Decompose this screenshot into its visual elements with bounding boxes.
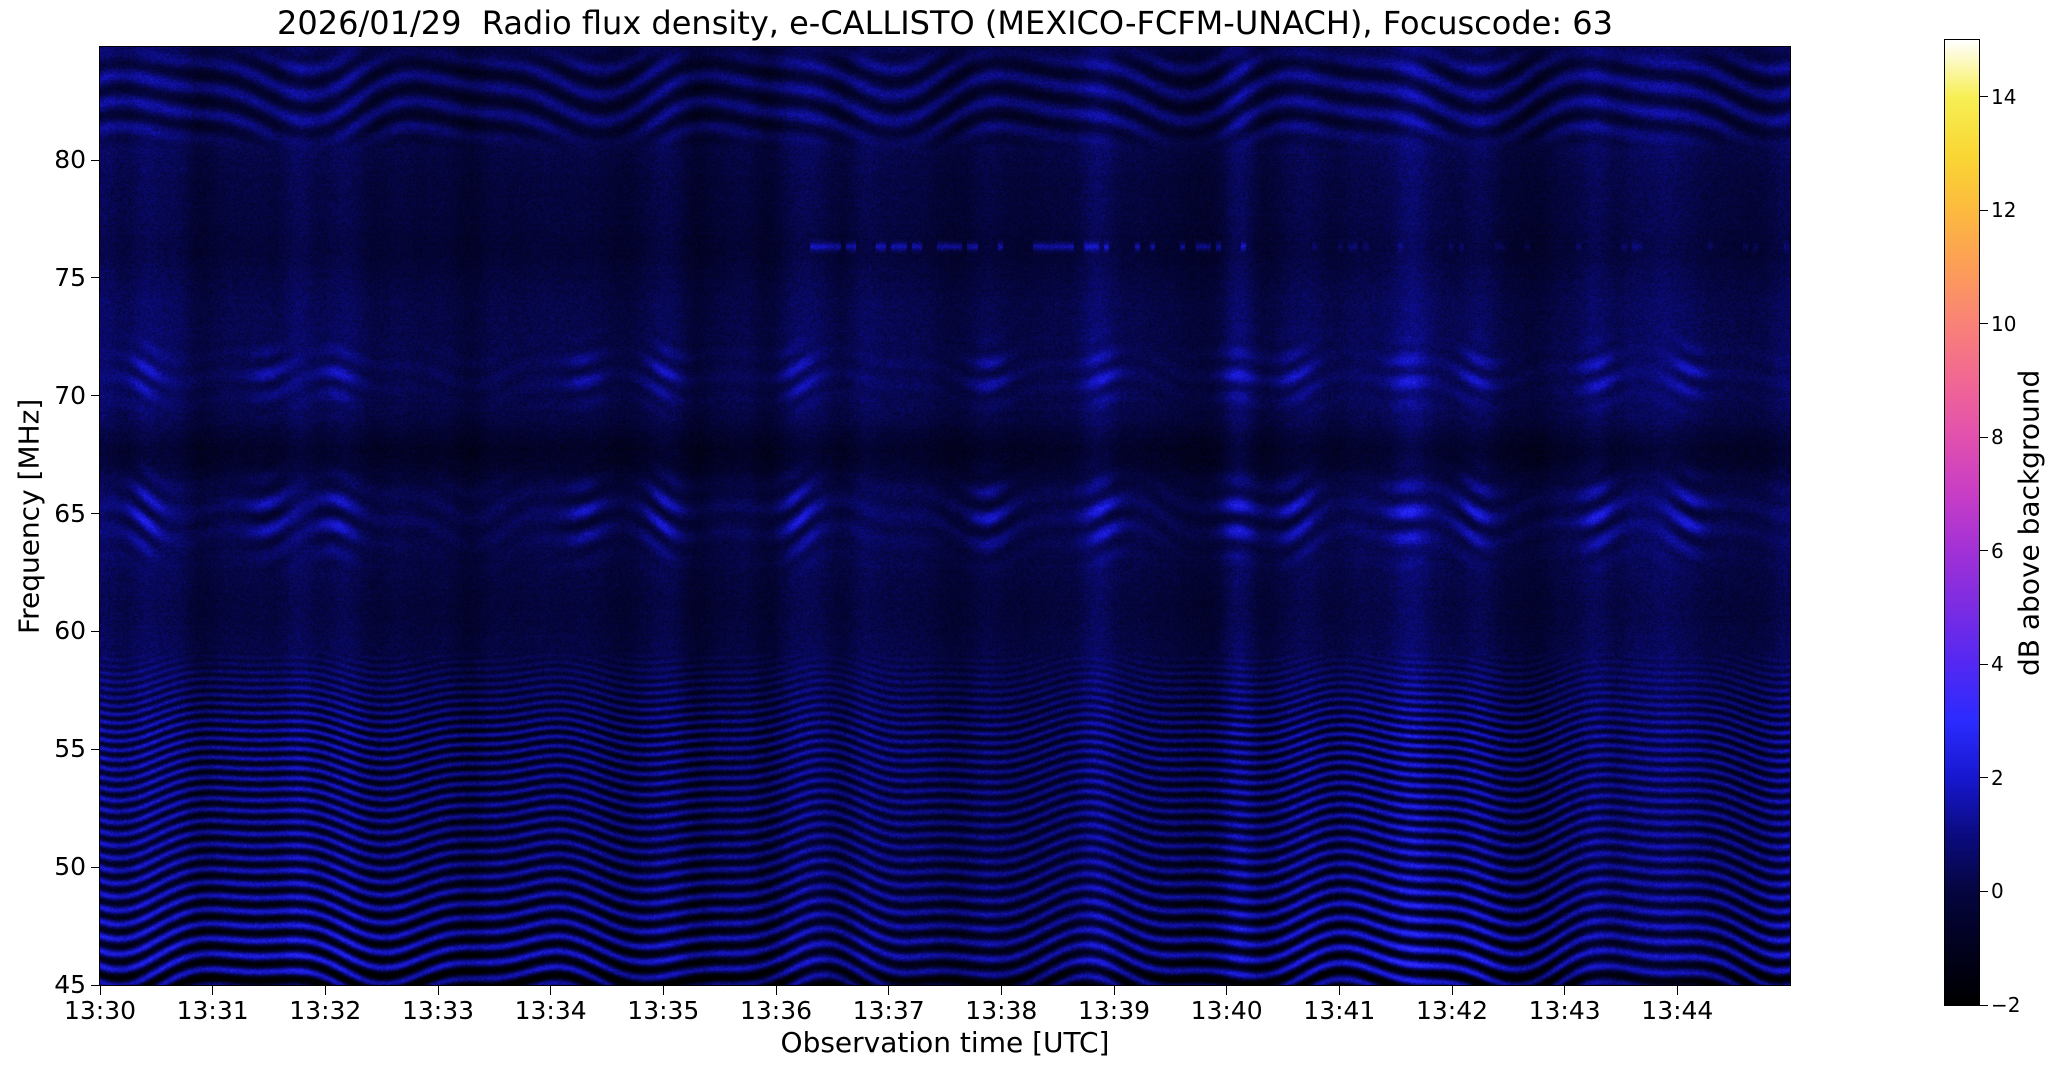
x-tick-label: 13:35: [627, 996, 700, 1025]
x-tick-label: 13:32: [289, 996, 362, 1025]
y-tick-label: 50: [54, 852, 86, 882]
x-tick-label: 13:34: [514, 996, 587, 1025]
y-tick-label: 75: [54, 262, 86, 292]
colorbar-tick-mark: [1980, 550, 1988, 552]
colorbar-gradient: [1945, 40, 1979, 1005]
y-tick-mark: [91, 866, 100, 868]
x-tick-mark: [1451, 986, 1453, 995]
x-tick-label: 13:37: [852, 996, 925, 1025]
colorbar-tick-mark: [1980, 777, 1988, 779]
colorbar-tick-label: 14: [1991, 84, 2017, 109]
x-tick-mark: [1113, 986, 1115, 995]
y-tick-label: 80: [54, 145, 86, 175]
y-tick-label: 60: [54, 616, 86, 646]
x-tick-label: 13:42: [1415, 996, 1489, 1025]
y-tick-mark: [91, 513, 100, 515]
x-tick-label: 13:44: [1641, 996, 1714, 1025]
colorbar-tick-mark: [1980, 890, 1988, 892]
x-tick-label: 13:30: [63, 996, 137, 1025]
colorbar-tick-mark: [1980, 663, 1988, 665]
x-tick-mark: [550, 986, 552, 995]
y-tick-label: 70: [54, 380, 86, 410]
y-tick-label: 55: [54, 734, 86, 764]
colorbar-label: dB above background: [2012, 369, 2046, 676]
x-axis-label: Observation time [UTC]: [780, 1026, 1110, 1059]
x-tick-label: 13:41: [1303, 996, 1376, 1025]
y-tick-label: 45: [54, 970, 86, 999]
x-tick-mark: [775, 986, 777, 995]
x-tick-mark: [324, 986, 326, 995]
x-tick-mark: [212, 986, 214, 995]
x-tick-mark: [1226, 986, 1228, 995]
colorbar-tick-label: 12: [1991, 198, 2017, 223]
x-tick-label: 13:40: [1190, 996, 1263, 1025]
colorbar-tick-mark: [1980, 96, 1988, 98]
colorbar-tick-mark: [1980, 323, 1988, 325]
spectrogram-heatmap: [100, 47, 1790, 985]
y-tick-mark: [91, 630, 100, 632]
y-tick-mark: [91, 159, 100, 161]
colorbar-tick-mark: [1980, 1004, 1988, 1006]
y-tick-label: 65: [54, 498, 86, 528]
colorbar-tick-label: 2: [1991, 765, 2004, 790]
x-tick-label: 13:43: [1528, 996, 1601, 1025]
x-tick-mark: [1564, 986, 1566, 995]
x-tick-label: 13:38: [965, 996, 1038, 1025]
colorbar-tick-label: 0: [1991, 879, 2004, 904]
y-tick-mark: [91, 277, 100, 279]
x-tick-mark: [1676, 986, 1678, 995]
y-tick-mark: [91, 984, 100, 986]
x-tick-label: 13:39: [1077, 996, 1151, 1025]
colorbar: [1944, 39, 1980, 1006]
plot-area: [99, 46, 1791, 986]
colorbar-tick-label: 4: [1991, 652, 2004, 677]
colorbar-tick-label: 6: [1991, 538, 2004, 563]
colorbar-tick-label: −2: [1991, 993, 2021, 1017]
y-tick-mark: [91, 748, 100, 750]
x-tick-mark: [437, 986, 439, 995]
x-tick-mark: [99, 986, 101, 995]
chart-title: 2026/01/29 Radio flux density, e-CALLIST…: [277, 4, 1613, 42]
colorbar-tick-mark: [1980, 209, 1988, 211]
x-tick-mark: [662, 986, 664, 995]
x-tick-label: 13:36: [739, 996, 813, 1025]
colorbar-tick-mark: [1980, 436, 1988, 438]
x-tick-mark: [888, 986, 890, 995]
colorbar-tick-label: 10: [1991, 311, 2017, 336]
y-tick-mark: [91, 395, 100, 397]
x-tick-mark: [1000, 986, 1002, 995]
x-tick-label: 13:33: [401, 996, 475, 1025]
x-tick-label: 13:31: [176, 996, 249, 1025]
colorbar-tick-label: 8: [1991, 425, 2004, 450]
x-tick-mark: [1338, 986, 1340, 995]
